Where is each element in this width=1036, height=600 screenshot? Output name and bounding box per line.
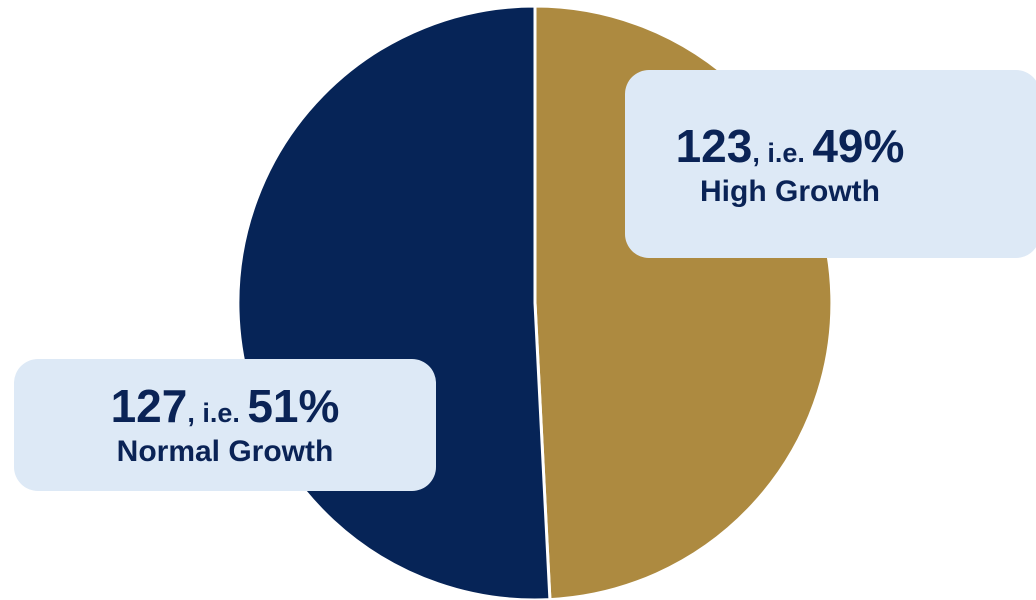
high-growth-percent-sign: %: [863, 120, 905, 172]
normal-growth-percent-sign: %: [298, 380, 340, 432]
high-growth-percent: 49: [812, 120, 864, 172]
high-growth-separator: , i.e.: [752, 138, 813, 168]
normal-growth-label: Normal Growth: [116, 435, 334, 468]
data-label-high-growth: 123, i.e. 49% High Growth: [625, 70, 1036, 258]
normal-growth-count: 127: [110, 380, 188, 432]
normal-growth-separator: , i.e.: [187, 398, 248, 428]
normal-growth-percent: 51: [247, 380, 299, 432]
high-growth-label: High Growth: [700, 175, 880, 208]
pie-slice-normal-growth: [236, 4, 552, 600]
high-growth-count: 123: [675, 120, 753, 172]
data-label-normal-growth: 127, i.e. 51% Normal Growth: [14, 359, 436, 491]
